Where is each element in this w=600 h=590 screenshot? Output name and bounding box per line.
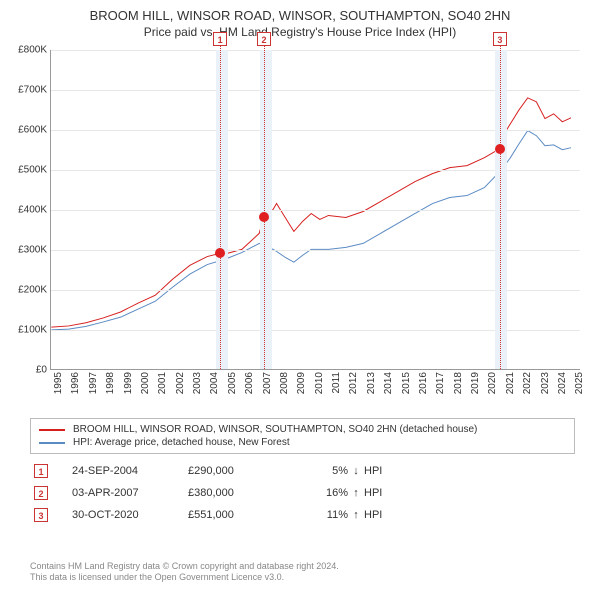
footer-attribution: Contains HM Land Registry data © Crown c…: [30, 561, 575, 584]
highlight-band: [495, 50, 507, 369]
y-tick-label: £400K: [3, 205, 47, 216]
x-tick-label: 2021: [505, 372, 516, 394]
x-tick-label: 1997: [88, 372, 99, 394]
marker-box: 2: [257, 32, 271, 46]
marker-box: 3: [493, 32, 507, 46]
marker-box: 1: [213, 32, 227, 46]
event-row: 124-SEP-2004£290,0005%↓HPI: [30, 460, 575, 482]
events-table: 124-SEP-2004£290,0005%↓HPI203-APR-2007£3…: [30, 460, 575, 526]
plot-area: £0£100K£200K£300K£400K£500K£600K£700K£80…: [50, 50, 580, 370]
legend-label: BROOM HILL, WINSOR ROAD, WINSOR, SOUTHAM…: [73, 424, 477, 435]
x-tick-label: 2014: [383, 372, 394, 394]
chart-subtitle: Price paid vs. HM Land Registry's House …: [0, 23, 600, 47]
marker-vline: [220, 42, 221, 369]
event-hpi-label: HPI: [364, 465, 394, 477]
x-tick-label: 1995: [53, 372, 64, 394]
series-line-hpi: [51, 131, 571, 330]
event-date: 03-APR-2007: [48, 487, 188, 499]
marker-dot: [495, 144, 505, 154]
marker-dot: [215, 248, 225, 258]
legend-label: HPI: Average price, detached house, New …: [73, 437, 290, 448]
marker-dot: [259, 212, 269, 222]
event-price: £290,000: [188, 465, 308, 477]
event-row: 203-APR-2007£380,00016%↑HPI: [30, 482, 575, 504]
x-tick-label: 2006: [244, 372, 255, 394]
footer-line-1: Contains HM Land Registry data © Crown c…: [30, 561, 575, 573]
x-tick-label: 2012: [348, 372, 359, 394]
x-tick-label: 2024: [557, 372, 568, 394]
x-tick-label: 2016: [418, 372, 429, 394]
event-hpi-label: HPI: [364, 509, 394, 521]
x-tick-label: 2010: [314, 372, 325, 394]
x-tick-label: 2007: [262, 372, 273, 394]
legend: BROOM HILL, WINSOR ROAD, WINSOR, SOUTHAM…: [30, 418, 575, 454]
highlight-band: [216, 50, 228, 369]
event-price: £380,000: [188, 487, 308, 499]
event-pct: 11%: [308, 509, 348, 521]
x-tick-label: 2005: [227, 372, 238, 394]
highlight-band: [260, 50, 272, 369]
y-tick-label: £500K: [3, 165, 47, 176]
y-tick-label: £0: [3, 365, 47, 376]
marker-vline: [264, 42, 265, 369]
x-tick-label: 2011: [331, 372, 342, 394]
chart-container: BROOM HILL, WINSOR ROAD, WINSOR, SOUTHAM…: [0, 0, 600, 590]
x-tick-label: 2017: [435, 372, 446, 394]
x-tick-label: 2020: [487, 372, 498, 394]
x-tick-label: 2003: [192, 372, 203, 394]
x-tick-label: 2025: [574, 372, 585, 394]
series-line-price_paid: [51, 98, 571, 327]
legend-row: BROOM HILL, WINSOR ROAD, WINSOR, SOUTHAM…: [39, 423, 566, 436]
event-date: 24-SEP-2004: [48, 465, 188, 477]
footer-line-2: This data is licensed under the Open Gov…: [30, 572, 575, 584]
x-tick-label: 1999: [123, 372, 134, 394]
x-tick-label: 2001: [157, 372, 168, 394]
event-date: 30-OCT-2020: [48, 509, 188, 521]
event-hpi-label: HPI: [364, 487, 394, 499]
marker-vline: [500, 42, 501, 369]
y-tick-label: £100K: [3, 325, 47, 336]
x-tick-label: 2009: [296, 372, 307, 394]
chart-title: BROOM HILL, WINSOR ROAD, WINSOR, SOUTHAM…: [0, 0, 600, 23]
x-tick-label: 2018: [453, 372, 464, 394]
x-tick-label: 2008: [279, 372, 290, 394]
x-tick-label: 2015: [401, 372, 412, 394]
arrow-up-icon: ↑: [348, 487, 364, 499]
x-axis-labels: 1995 1996 1997 1998 1999 2000 2001 2002 2003 2004…: [50, 372, 580, 412]
event-number-box: 2: [34, 486, 48, 500]
event-pct: 16%: [308, 487, 348, 499]
x-tick-label: 1998: [105, 372, 116, 394]
event-row: 330-OCT-2020£551,00011%↑HPI: [30, 504, 575, 526]
event-number-box: 1: [34, 464, 48, 478]
x-tick-label: 2019: [470, 372, 481, 394]
x-tick-label: 2004: [209, 372, 220, 394]
arrow-down-icon: ↓: [348, 465, 364, 477]
y-tick-label: £700K: [3, 85, 47, 96]
x-tick-label: 1996: [70, 372, 81, 394]
legend-swatch: [39, 429, 65, 431]
y-tick-label: £200K: [3, 285, 47, 296]
y-tick-label: £300K: [3, 245, 47, 256]
arrow-up-icon: ↑: [348, 509, 364, 521]
x-tick-label: 2002: [175, 372, 186, 394]
y-tick-label: £600K: [3, 125, 47, 136]
event-price: £551,000: [188, 509, 308, 521]
x-tick-label: 2022: [522, 372, 533, 394]
x-tick-label: 2000: [140, 372, 151, 394]
legend-row: HPI: Average price, detached house, New …: [39, 436, 566, 449]
x-tick-label: 2013: [366, 372, 377, 394]
y-tick-label: £800K: [3, 45, 47, 56]
x-tick-label: 2023: [540, 372, 551, 394]
legend-swatch: [39, 442, 65, 444]
event-pct: 5%: [308, 465, 348, 477]
event-number-box: 3: [34, 508, 48, 522]
